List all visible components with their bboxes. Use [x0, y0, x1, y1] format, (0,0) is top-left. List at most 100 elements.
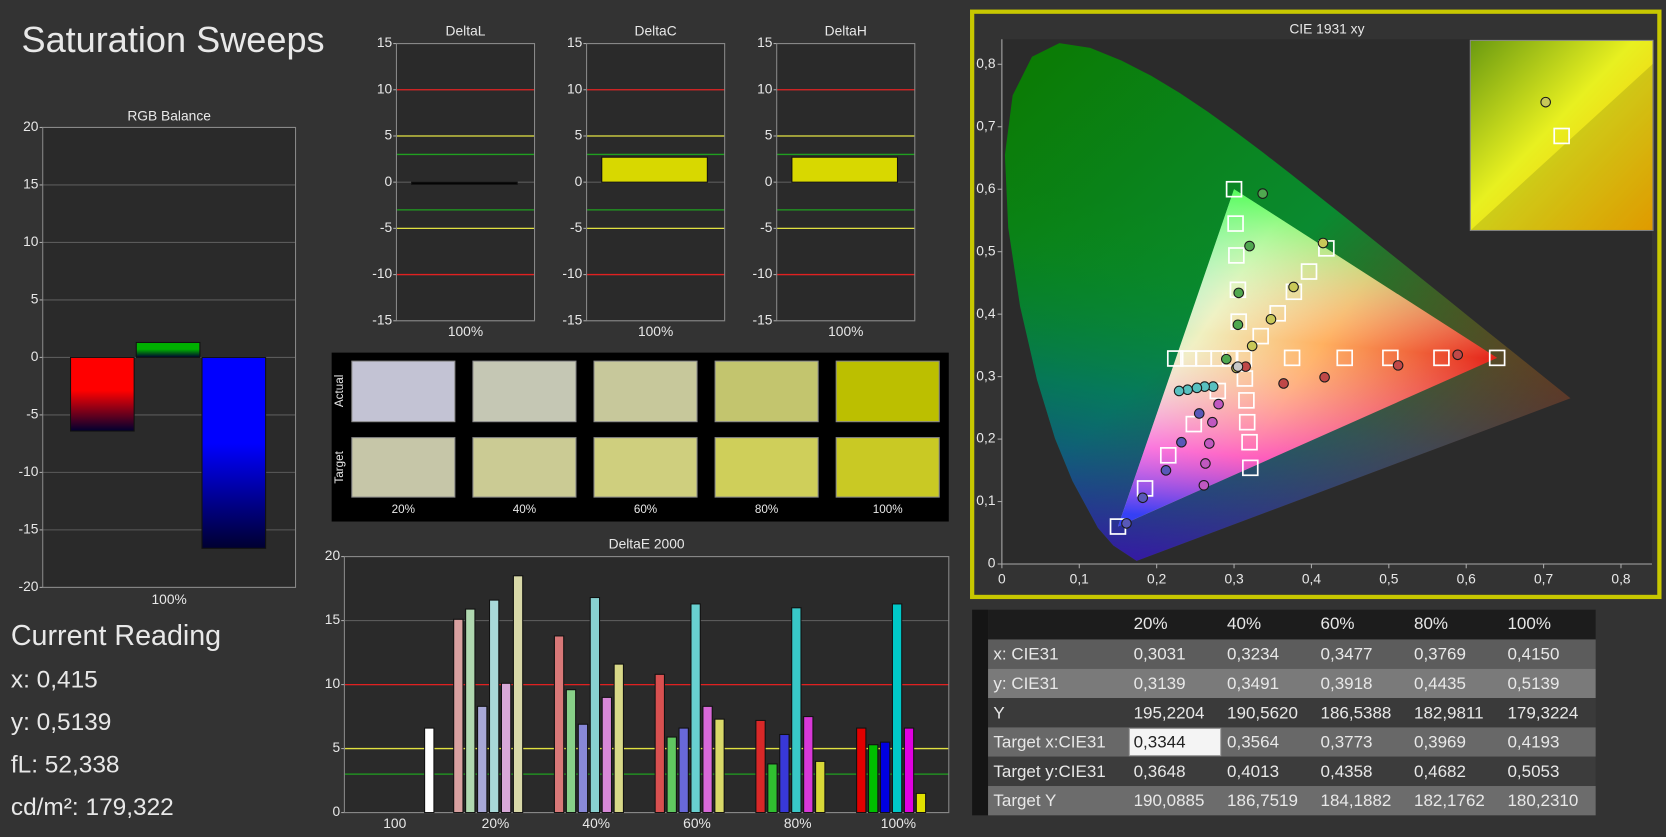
plot-frame	[395, 43, 536, 322]
x-tick-label: 0,8	[1611, 572, 1631, 587]
actual-marker	[1173, 385, 1185, 397]
actual-marker	[1160, 465, 1172, 476]
table-cell: 184,1882	[1321, 791, 1392, 810]
y-tick-label: 5	[385, 128, 393, 143]
x-tick-label: 20%	[482, 816, 510, 831]
y-tick-label: 5	[765, 128, 773, 143]
y-tick-label: 0,7	[976, 118, 995, 133]
y-tick-label: 10	[325, 676, 341, 691]
table-cell: x: CIE31	[993, 645, 1058, 664]
actual-marker	[1137, 492, 1149, 504]
actual-marker	[1198, 480, 1210, 491]
table-cell: 0,3477	[1321, 645, 1373, 664]
chart-title: DeltaH	[825, 24, 867, 39]
y-tick-label: 10	[757, 81, 773, 96]
table-row	[988, 756, 1596, 787]
y-tick-label: 0	[988, 556, 996, 571]
actual-marker	[1232, 361, 1244, 372]
y-tick-label: 0	[332, 804, 340, 819]
y-tick-label: -5	[380, 220, 393, 235]
table-cell: 182,1762	[1414, 791, 1485, 810]
target-marker	[1228, 247, 1245, 264]
bar	[803, 716, 814, 814]
bar	[577, 723, 589, 814]
actual-marker	[1265, 313, 1277, 325]
target-marker	[1336, 349, 1353, 367]
plot-frame	[42, 126, 297, 588]
target-marker	[1242, 459, 1259, 477]
bar	[411, 181, 518, 185]
y-tick-label: -5	[760, 220, 773, 235]
table-cell: 0,3648	[1134, 762, 1186, 781]
table-header: 20%	[1134, 614, 1168, 633]
swatch-target	[835, 437, 940, 498]
chart-title: CIE 1931 xy	[1289, 21, 1364, 36]
bar	[767, 763, 778, 814]
table-cell: y: CIE31	[993, 674, 1058, 693]
cie-frame	[970, 9, 1662, 600]
actual-marker	[1452, 349, 1464, 361]
y-tick-label: 20	[325, 548, 341, 563]
table-row	[988, 727, 1596, 757]
target-marker	[1159, 447, 1177, 464]
actual-marker	[1233, 287, 1245, 299]
actual-marker	[1191, 382, 1203, 394]
bar	[856, 727, 867, 814]
bar	[488, 599, 500, 814]
y-tick-label: 0	[575, 174, 583, 189]
x-tick-label: 0,1	[1070, 572, 1089, 587]
actual-marker	[1244, 240, 1255, 252]
actual-marker	[1200, 458, 1211, 469]
table-cell: 0,4193	[1507, 733, 1559, 752]
actual-marker	[1203, 438, 1215, 449]
y-tick-label: 10	[567, 81, 583, 96]
bar	[424, 727, 435, 814]
swatch-target	[714, 437, 819, 498]
actual-marker	[1317, 237, 1329, 249]
target-marker	[1283, 349, 1301, 367]
y-tick-label: -15	[562, 312, 582, 327]
x-tick-label: 0,5	[1379, 572, 1399, 587]
actual-marker	[1182, 384, 1193, 396]
table-cell: 0,4013	[1227, 762, 1279, 781]
x-tick-label: 100%	[638, 324, 673, 339]
swatch-target	[351, 437, 456, 498]
y-tick-label: 0,4	[976, 306, 996, 321]
y-tick-label: 0,3	[976, 368, 996, 383]
y-tick-label: 0,5	[976, 243, 996, 258]
target-marker	[1225, 180, 1243, 198]
actual-marker	[1121, 518, 1132, 529]
bar	[654, 673, 665, 814]
x-tick-label: 100%	[828, 324, 863, 339]
table-cell: 180,2310	[1507, 791, 1578, 810]
bar	[601, 696, 613, 814]
table-row	[988, 668, 1596, 699]
bar	[512, 575, 524, 814]
reading-line: y: 0,5139	[11, 709, 111, 736]
bar	[201, 356, 267, 549]
table-cell: Target y:CIE31	[993, 762, 1105, 781]
x-tick-label: 80%	[784, 816, 812, 831]
bar	[565, 689, 577, 814]
table-cell: Target x:CIE31	[993, 733, 1105, 752]
bar	[613, 663, 624, 814]
bar	[702, 705, 713, 814]
bar	[465, 608, 476, 814]
x-tick-label: 100	[383, 816, 406, 831]
x-tick-label: 0	[998, 572, 1006, 587]
target-marker	[1433, 349, 1450, 367]
swatch-actual	[593, 360, 698, 423]
target-marker	[1241, 433, 1258, 451]
swatch-actual	[714, 360, 819, 423]
table-cell: 0,3234	[1227, 645, 1279, 664]
table-header: 40%	[1227, 614, 1261, 633]
swatch-actual	[835, 360, 940, 423]
chart-title: RGB Balance	[127, 108, 211, 123]
target-marker	[1382, 349, 1399, 367]
bar	[779, 733, 790, 814]
table-row	[988, 698, 1596, 728]
bar	[755, 719, 766, 814]
reading-line: x: 0,415	[11, 666, 98, 693]
actual-marker	[1540, 96, 1551, 108]
